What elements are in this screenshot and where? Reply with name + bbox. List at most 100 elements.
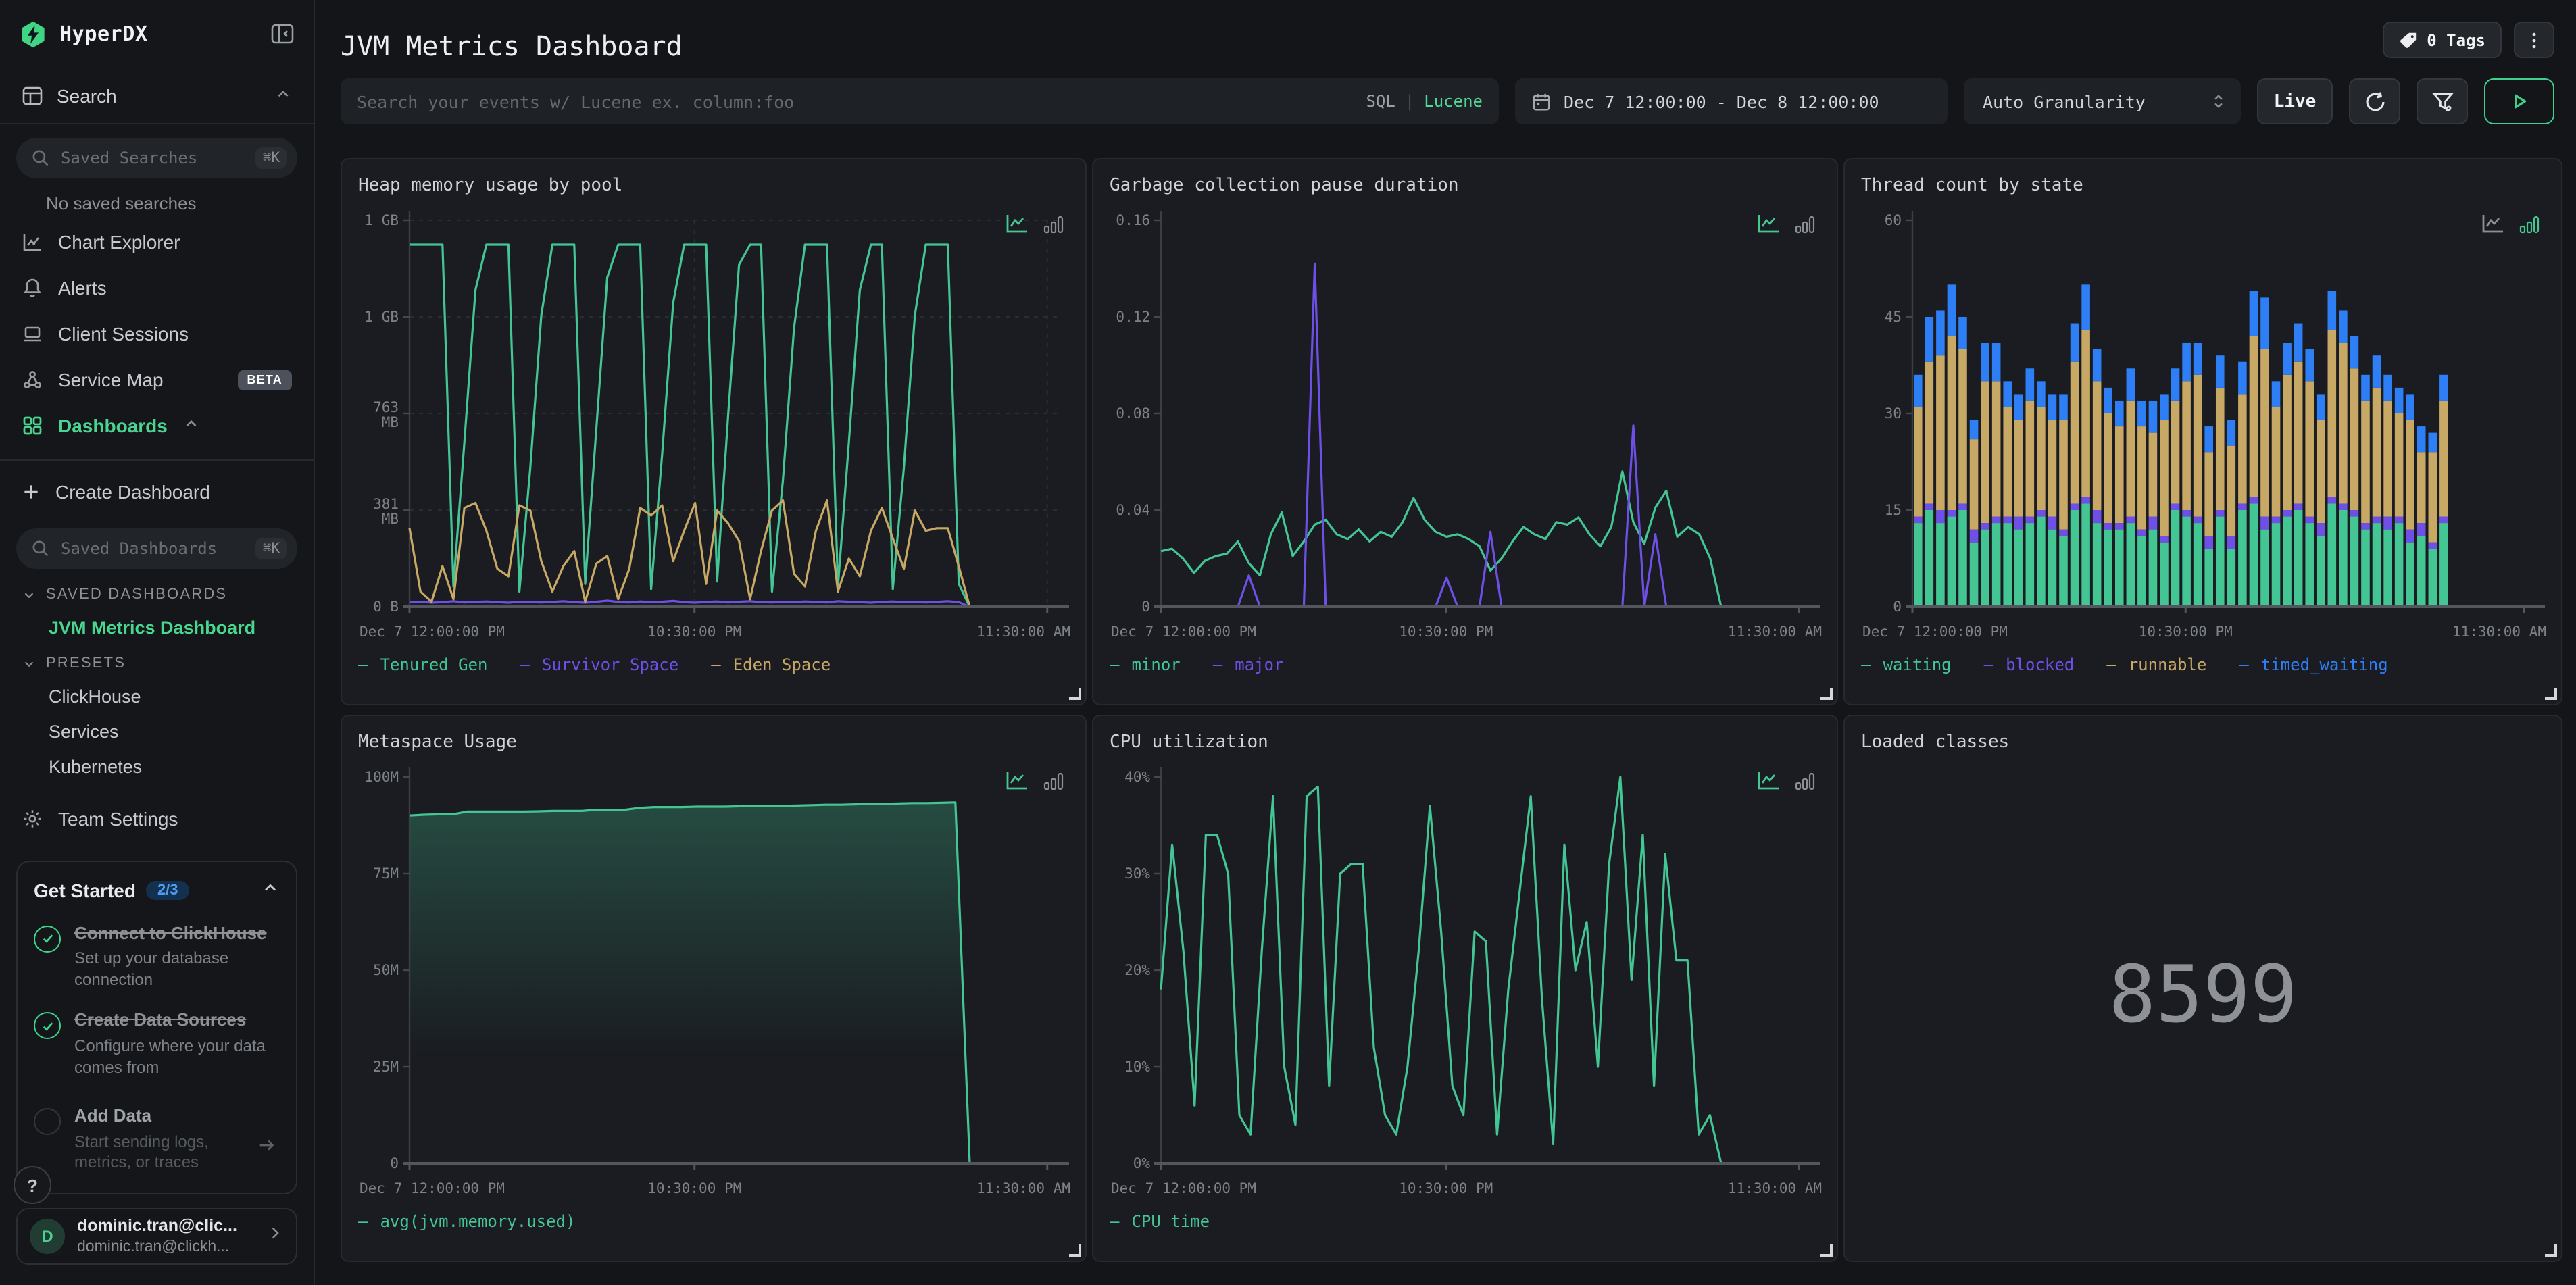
granularity-value: Auto Granularity — [1983, 91, 2146, 111]
chevron-up-icon[interactable] — [274, 84, 292, 106]
chevron-up-icon[interactable] — [182, 415, 200, 436]
kebab-menu-button[interactable] — [2514, 22, 2554, 58]
sidebar-item-team-settings[interactable]: Team Settings — [0, 796, 314, 842]
chevron-right-icon — [266, 1224, 284, 1249]
chevron-down-icon — [24, 592, 34, 598]
get-started-step-3[interactable]: Add Data Start sending logs, metrics, or… — [34, 1105, 280, 1174]
sidebar-item-dashboards[interactable]: Dashboards — [0, 403, 314, 449]
bell-icon — [22, 277, 43, 299]
bar-chart-icon[interactable] — [2519, 215, 2540, 234]
help-button[interactable]: ? — [14, 1166, 51, 1204]
refresh-button[interactable] — [2349, 78, 2400, 124]
line-chart-icon[interactable] — [1757, 213, 1780, 234]
nav-label: Dashboards — [58, 415, 168, 436]
filter-button[interactable] — [2417, 78, 2468, 124]
legend-item[interactable]: — blocked — [1983, 655, 2075, 674]
presets-section[interactable]: PRESETS — [22, 655, 314, 672]
section-label: PRESETS — [46, 655, 126, 672]
get-started-step-2[interactable]: Create Data Sources Configure where your… — [34, 1010, 280, 1079]
progress-badge: 2/3 — [146, 881, 189, 901]
sidebar-item-clickhouse[interactable]: ClickHouse — [49, 686, 141, 707]
chart-type-toggle — [1006, 213, 1064, 234]
saved-dashboards-input[interactable]: Saved Dashboards ⌘K — [16, 528, 297, 569]
chart-title: Thread count by state — [1861, 176, 2083, 196]
svg-text:Dec 7 12:00:00 PM: Dec 7 12:00:00 PM — [1111, 624, 1256, 640]
line-chart-icon[interactable] — [1006, 770, 1029, 790]
lucene-toggle[interactable]: Lucene — [1424, 92, 1483, 111]
panel-resize-handle[interactable] — [1820, 1244, 1833, 1257]
live-button[interactable]: Live — [2257, 78, 2333, 124]
chart-canvas: 40% 30% 20% 10% 0% Dec 7 12:00:00 PM 10:30:00 … — [1111, 767, 1822, 1196]
svg-text:0.08: 0.08 — [1116, 405, 1150, 422]
granularity-select[interactable]: Auto Granularity — [1964, 78, 2241, 124]
laptop-icon — [22, 323, 43, 345]
legend-item[interactable]: — major — [1212, 655, 1284, 674]
line-chart-icon[interactable] — [1006, 213, 1029, 234]
sidebar-item-chart-explorer[interactable]: Chart Explorer — [0, 219, 314, 265]
sidebar-item-services[interactable]: Services — [49, 722, 119, 742]
nav-label: Service Map — [58, 369, 164, 390]
sidebar-item-service-map[interactable]: Service Map BETA — [0, 357, 314, 403]
svg-text:100M: 100M — [364, 769, 399, 785]
chart-canvas: 1 GB 1 GB 763 MB 381 MB 0 B Dec 7 12:00:00 PM 10… — [360, 211, 1070, 640]
sidebar-item-jvm-metrics-dashboard[interactable]: JVM Metrics Dashboard — [49, 618, 256, 638]
beta-badge: BETA — [237, 370, 292, 390]
panel-resize-handle[interactable] — [1069, 688, 1081, 700]
date-range-value: Dec 7 12:00:00 - Dec 8 12:00:00 — [1564, 91, 1879, 111]
bar-chart-icon[interactable] — [1043, 772, 1064, 790]
panel-resize-handle[interactable] — [2545, 1244, 2557, 1257]
svg-text:11:30:00 AM: 11:30:00 AM — [2452, 624, 2546, 640]
event-search-input[interactable]: Search your events w/ Lucene ex. column:… — [341, 78, 1499, 124]
panel-resize-handle[interactable] — [1820, 688, 1833, 700]
run-query-button[interactable] — [2484, 78, 2554, 124]
step-title: Create Data Sources — [74, 1009, 247, 1030]
saved-searches-input[interactable]: Saved Searches ⌘K — [16, 138, 297, 178]
get-started-step-1[interactable]: Connect to ClickHouse Set up your databa… — [34, 922, 280, 991]
chart-legend: — avg(jvm.memory.used) — [358, 1212, 1069, 1231]
sql-toggle[interactable]: SQL — [1366, 92, 1395, 111]
panel-resize-handle[interactable] — [2545, 688, 2557, 700]
panel-resize-handle[interactable] — [1069, 1244, 1081, 1257]
tags-label: 0 Tags — [2427, 30, 2485, 49]
bar-chart-icon[interactable] — [1795, 772, 1815, 790]
check-circle-icon — [34, 925, 61, 953]
user-account-row[interactable]: D dominic.tran@clic... dominic.tran@clic… — [16, 1208, 297, 1265]
calendar-icon — [1531, 91, 1552, 111]
svg-text:75M: 75M — [373, 865, 399, 882]
legend-item[interactable]: — CPU time — [1110, 1212, 1210, 1231]
saved-dashboards-section[interactable]: SAVED DASHBOARDS — [22, 586, 314, 603]
legend-item[interactable]: — minor — [1110, 655, 1181, 674]
chart-type-toggle — [1757, 213, 1815, 234]
shortcut-badge: ⌘K — [255, 147, 287, 169]
chevron-up-icon[interactable] — [261, 878, 280, 903]
create-dashboard-button[interactable]: Create Dashboard — [0, 469, 314, 515]
bar-chart-icon[interactable] — [1795, 215, 1815, 234]
legend-item[interactable]: — avg(jvm.memory.used) — [358, 1212, 576, 1231]
line-chart-icon[interactable] — [2481, 213, 2504, 234]
sidebar-item-kubernetes[interactable]: Kubernetes — [49, 757, 143, 777]
saved-dashboards-placeholder: Saved Dashboards — [61, 539, 218, 558]
svg-text:0: 0 — [1893, 599, 1902, 615]
legend-item[interactable]: — runnable — [2106, 655, 2207, 674]
tags-button[interactable]: 0 Tags — [2382, 22, 2502, 58]
line-chart-icon[interactable] — [1757, 770, 1780, 790]
chart-canvas: 0.16 0.12 0.08 0.04 0 Dec 7 12:00:00 PM 10:30:… — [1111, 211, 1822, 640]
legend-item[interactable]: — waiting — [1861, 655, 1952, 674]
legend-item[interactable]: — Survivor Space — [520, 655, 679, 674]
svg-text:11:30:00 AM: 11:30:00 AM — [976, 1180, 1070, 1196]
sidebar-collapse-icon[interactable] — [270, 22, 295, 46]
sidebar-header: HyperDX — [0, 0, 314, 68]
legend-item[interactable]: — Eden Space — [711, 655, 831, 674]
bar-chart-icon[interactable] — [1043, 215, 1064, 234]
legend-item[interactable]: — timed_waiting — [2239, 655, 2388, 674]
sidebar-nav: Chart Explorer Alerts Client Sessions Se… — [0, 219, 314, 461]
date-range-picker[interactable]: Dec 7 12:00:00 - Dec 8 12:00:00 — [1515, 78, 1948, 124]
search-icon — [31, 149, 50, 168]
sidebar-item-alerts[interactable]: Alerts — [0, 265, 314, 311]
chart-canvas: 100M 75M 50M 25M 0 Dec 7 12:00:00 PM 10:30:00 … — [360, 767, 1070, 1196]
sidebar-item-search[interactable]: Search — [0, 68, 314, 124]
play-icon — [2515, 94, 2527, 109]
sidebar-item-client-sessions[interactable]: Client Sessions — [0, 311, 314, 357]
legend-item[interactable]: — Tenured Gen — [358, 655, 488, 674]
